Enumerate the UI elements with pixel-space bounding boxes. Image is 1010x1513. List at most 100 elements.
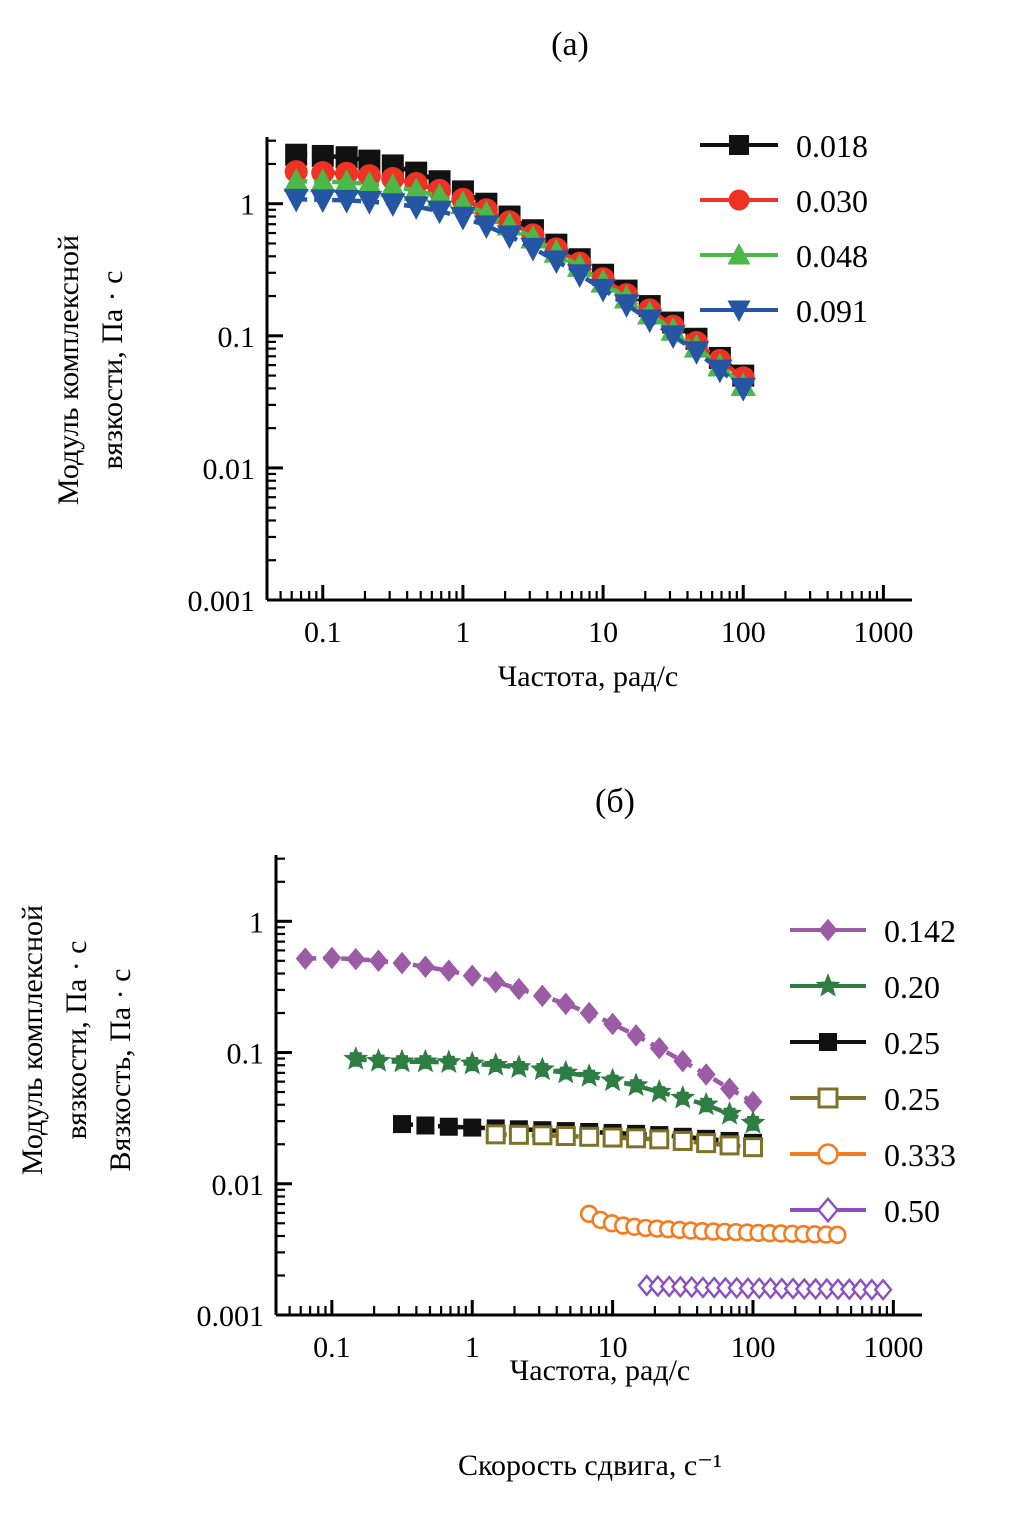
marker xyxy=(483,1052,509,1076)
y-tick-label: 0.001 xyxy=(197,1300,265,1333)
marker xyxy=(415,955,435,979)
marker xyxy=(660,325,686,350)
y-tick-label: 1 xyxy=(240,189,255,222)
marker xyxy=(333,169,360,193)
x-tick-label: 1 xyxy=(465,1331,480,1364)
x-tick-label: 100 xyxy=(730,1331,775,1364)
legend-label: 0.50 xyxy=(884,1193,940,1229)
panel-a-xlabel: Частота, рад/с xyxy=(498,660,678,693)
marker xyxy=(730,377,756,402)
marker xyxy=(553,1059,579,1084)
legend-item-2: 0.030 xyxy=(700,183,868,219)
marker xyxy=(693,1091,719,1116)
marker xyxy=(815,972,841,997)
marker xyxy=(509,977,529,1001)
marker xyxy=(508,1124,529,1145)
marker xyxy=(380,173,406,197)
legend-item-3: 0.048 xyxy=(700,238,868,274)
series-4 xyxy=(283,188,756,402)
panel-a-ylabel-line2: вязкости, Па · с xyxy=(96,271,129,470)
marker xyxy=(295,947,315,970)
marker xyxy=(322,946,342,970)
panel-b-chart: (б) Модуль комплексной вязкости, Па · с … xyxy=(16,783,956,1482)
series-2 xyxy=(343,1046,766,1134)
marker xyxy=(310,168,336,193)
panel-b-ylabel-line1: Модуль комплексной xyxy=(16,905,49,1175)
x-tick-label: 100 xyxy=(721,616,766,649)
legend-item-6: 0.50 xyxy=(790,1193,940,1229)
legend-label: 0.25 xyxy=(884,1081,940,1117)
marker xyxy=(403,196,429,220)
panel-b-xlabel: Частота, рад/с xyxy=(510,1354,690,1387)
y-tick-label: 0.1 xyxy=(227,1038,265,1071)
panel-b-title: (б) xyxy=(595,783,635,820)
marker xyxy=(649,1036,669,1060)
series-1 xyxy=(295,946,763,1114)
series-5 xyxy=(579,1204,847,1245)
marker xyxy=(532,1125,553,1146)
marker xyxy=(727,300,751,322)
marker xyxy=(707,359,733,384)
panel-b-legend: 0.142 0.20 0.25 0.25 0.333 0.50 xyxy=(790,913,956,1229)
marker xyxy=(462,964,482,987)
panel-b-series xyxy=(295,946,893,1301)
marker xyxy=(389,1048,415,1073)
marker xyxy=(696,1133,717,1154)
marker xyxy=(333,189,360,214)
series-line xyxy=(355,1056,754,1126)
marker xyxy=(637,309,663,334)
marker xyxy=(416,1116,435,1135)
marker xyxy=(311,144,334,167)
panel-b-ylabel: Модуль комплексной вязкости, Па · с Вязк… xyxy=(16,905,137,1175)
marker xyxy=(626,1128,647,1149)
marker xyxy=(590,278,616,303)
marker xyxy=(600,1067,626,1092)
series-6 xyxy=(637,1274,893,1301)
marker xyxy=(649,1129,670,1150)
legend-item-1: 0.018 xyxy=(700,128,868,164)
legend-item-4: 0.091 xyxy=(700,293,868,329)
marker xyxy=(335,146,358,169)
panel-a-chart: (a) Модуль комплексной вязкости, Па · с … xyxy=(52,26,913,693)
legend-label: 0.142 xyxy=(884,913,956,949)
panel-b-ylabel-line2: вязкости, Па · с xyxy=(60,941,93,1140)
marker xyxy=(439,959,459,982)
marker xyxy=(543,250,569,274)
series-line xyxy=(401,1121,754,1146)
marker xyxy=(486,970,506,994)
legend-label: 0.030 xyxy=(796,183,868,219)
marker xyxy=(283,188,309,213)
marker xyxy=(742,1137,763,1158)
marker xyxy=(873,1278,893,1301)
marker xyxy=(819,1033,837,1051)
y-tick-label: 0.001 xyxy=(188,585,256,618)
marker xyxy=(613,294,640,318)
panel-a-title: (a) xyxy=(551,26,589,63)
marker xyxy=(393,1115,412,1134)
y-tick-label: 1 xyxy=(249,906,264,939)
panel-a-legend: 0.018 0.030 0.048 0.091 xyxy=(700,128,868,329)
y-tick-label: 0.01 xyxy=(203,453,256,486)
marker xyxy=(567,264,593,288)
marker xyxy=(646,1078,672,1103)
x-tick-label: 1 xyxy=(455,616,470,649)
marker xyxy=(459,1050,485,1075)
marker xyxy=(520,237,546,262)
marker xyxy=(463,1118,482,1137)
marker xyxy=(696,1063,716,1086)
x-tick-label: 10 xyxy=(598,1331,628,1364)
x-tick-label: 10 xyxy=(588,616,618,649)
panel-b-ylabel-line3: Вязкость, Па · с xyxy=(104,969,137,1172)
marker xyxy=(576,1063,602,1087)
marker xyxy=(343,1046,369,1070)
marker xyxy=(728,189,750,211)
marker xyxy=(729,135,749,155)
marker xyxy=(310,189,336,214)
marker xyxy=(555,1126,576,1147)
panel-a-ylabel-line1: Модуль комплексной xyxy=(52,235,85,505)
marker xyxy=(743,1090,763,1114)
marker xyxy=(602,1127,623,1148)
marker xyxy=(473,215,500,240)
series-4 xyxy=(485,1124,763,1158)
